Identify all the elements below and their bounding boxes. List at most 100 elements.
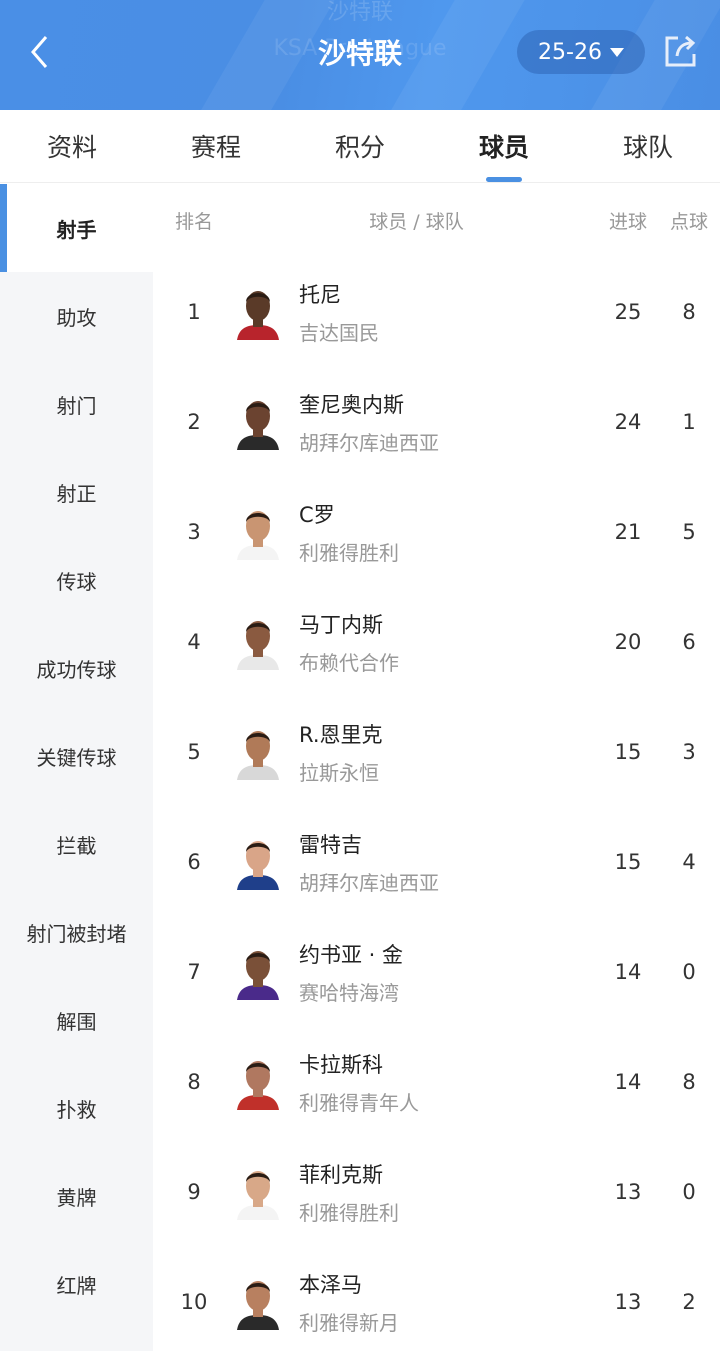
rank: 6 [187, 850, 201, 874]
player-avatar [237, 731, 279, 780]
sidebar-item[interactable]: 扑救 [56, 1097, 97, 1122]
player-avatar [237, 841, 279, 890]
team-name: 赛哈特海湾 [299, 980, 399, 1005]
sidebar-item[interactable]: 射门 [56, 393, 97, 418]
watermark-subtitle: KSA Pro League [273, 36, 447, 61]
team-name: 利雅得胜利 [299, 1200, 399, 1225]
table-row[interactable]: 2 奎尼奥内斯 胡拜尔库迪西亚 24 1 [153, 367, 720, 477]
player-avatar [237, 401, 279, 450]
sidebar-item[interactable]: 黄牌 [56, 1185, 97, 1210]
sidebar-item[interactable]: 射门被封堵 [26, 921, 127, 946]
goals: 14 [614, 960, 642, 984]
watermark-title: 沙特联 [326, 0, 393, 25]
penalties: 8 [682, 1070, 696, 1094]
player-name[interactable]: 马丁内斯 [299, 612, 383, 637]
player-name[interactable]: 托尼 [299, 282, 341, 307]
player-avatar [237, 621, 279, 670]
header-goals: 进球 [608, 211, 647, 233]
penalties: 5 [682, 520, 696, 544]
share-icon[interactable] [664, 34, 698, 68]
rank: 7 [187, 960, 201, 984]
stat-category-sidebar: 射手助攻射门射正传球成功传球关键传球拦截射门被封堵解围扑救黄牌红牌 [0, 184, 153, 1351]
sidebar-item[interactable]: 红牌 [56, 1273, 97, 1298]
tab-teams[interactable]: 球队 [622, 133, 673, 162]
penalties: 8 [682, 300, 696, 324]
player-avatar [237, 951, 279, 1000]
tab-players[interactable]: 球员 [432, 110, 576, 182]
header-player: 球员 / 球队 [369, 211, 464, 233]
table-row[interactable]: 10 本泽马 利雅得新月 13 2 [153, 1247, 720, 1357]
season-dropdown[interactable]: 25-26 [517, 30, 645, 74]
goals: 24 [614, 410, 642, 434]
tab-info[interactable]: 资料 [46, 133, 97, 162]
goals: 21 [614, 520, 642, 544]
tab-bar: 资料 赛程 积分 球员 球队 [0, 110, 720, 183]
table-row[interactable]: 7 约书亚 · 金 赛哈特海湾 14 0 [153, 917, 720, 1027]
sidebar-item[interactable]: 成功传球 [36, 657, 117, 682]
penalties: 6 [682, 630, 696, 654]
rank: 5 [187, 740, 201, 764]
goals: 15 [614, 740, 642, 764]
rank: 9 [187, 1180, 201, 1204]
sidebar-item[interactable]: 关键传球 [36, 745, 117, 770]
player-avatar [237, 291, 279, 340]
back-chevron-icon[interactable] [28, 34, 52, 70]
penalties: 0 [682, 1180, 696, 1204]
team-name: 布赖代合作 [299, 650, 399, 675]
rank: 1 [187, 300, 201, 324]
goals: 13 [614, 1290, 642, 1314]
tab-schedule[interactable]: 赛程 [190, 133, 241, 162]
player-name[interactable]: 菲利克斯 [299, 1162, 383, 1187]
rank: 4 [187, 630, 201, 654]
table-row[interactable]: 3 C罗 利雅得胜利 21 5 [153, 477, 720, 587]
team-name: 胡拜尔库迪西亚 [299, 870, 439, 895]
team-name: 拉斯永恒 [299, 760, 379, 785]
sidebar-item[interactable]: 助攻 [56, 305, 97, 330]
table-row[interactable]: 8 卡拉斯科 利雅得青年人 14 8 [153, 1027, 720, 1137]
table-row[interactable]: 1 托尼 吉达国民 25 8 [153, 257, 720, 367]
team-name: 利雅得青年人 [299, 1090, 419, 1115]
caret-down-icon [609, 47, 624, 57]
team-name: 利雅得胜利 [299, 540, 399, 565]
player-name[interactable]: R.恩里克 [299, 722, 383, 747]
sidebar-item[interactable]: 解围 [56, 1009, 97, 1034]
team-name: 吉达国民 [299, 320, 379, 345]
team-name: 胡拜尔库迪西亚 [299, 430, 439, 455]
player-avatar [237, 511, 279, 560]
header-rank: 排名 [174, 211, 213, 233]
sidebar-item[interactable]: 拦截 [56, 833, 97, 858]
header-bar: 沙特联 KSA Pro League 沙特联 25-26 [0, 0, 720, 110]
player-name[interactable]: 约书亚 · 金 [299, 942, 404, 967]
player-avatar [237, 1281, 279, 1330]
player-name[interactable]: 雷特吉 [299, 832, 362, 857]
goals: 13 [614, 1180, 642, 1204]
penalties: 4 [682, 850, 696, 874]
player-avatar [237, 1061, 279, 1110]
season-value: 25-26 [538, 39, 602, 65]
penalties: 3 [682, 740, 696, 764]
header-penalties: 点球 [669, 211, 708, 233]
page-title: 沙特联 [317, 37, 402, 70]
goals: 15 [614, 850, 642, 874]
rank: 8 [187, 1070, 201, 1094]
sidebar-item[interactable]: 射正 [56, 481, 97, 506]
tab-standings[interactable]: 积分 [334, 133, 385, 162]
sidebar-item[interactable]: 传球 [56, 569, 97, 594]
player-name[interactable]: 卡拉斯科 [299, 1052, 383, 1077]
table-row[interactable]: 5 R.恩里克 拉斯永恒 15 3 [153, 697, 720, 807]
rank: 10 [180, 1290, 208, 1314]
goals: 20 [614, 630, 642, 654]
table-row[interactable]: 9 菲利克斯 利雅得胜利 13 0 [153, 1137, 720, 1247]
sidebar-item[interactable]: 射手 [0, 184, 153, 272]
table-row[interactable]: 4 马丁内斯 布赖代合作 20 6 [153, 587, 720, 697]
penalties: 1 [682, 410, 696, 434]
player-name[interactable]: 奎尼奥内斯 [299, 392, 404, 417]
table-row[interactable]: 6 雷特吉 胡拜尔库迪西亚 15 4 [153, 807, 720, 917]
goals: 14 [614, 1070, 642, 1094]
rank: 2 [187, 410, 201, 434]
player-name[interactable]: C罗 [299, 502, 335, 527]
player-avatar [237, 1171, 279, 1220]
table-header: 排名 球员 / 球队 进球 点球 [153, 184, 720, 257]
player-name[interactable]: 本泽马 [299, 1272, 362, 1297]
